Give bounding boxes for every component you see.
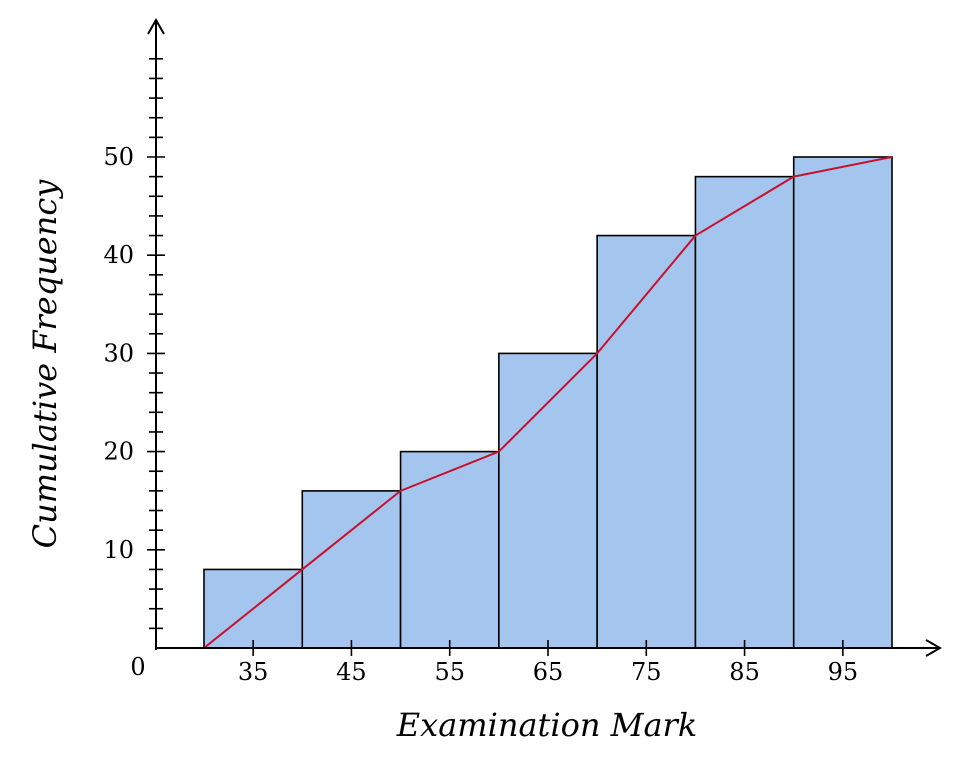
- x-axis-arrow-icon: [925, 639, 943, 657]
- y-tick-label: 30: [103, 339, 134, 367]
- x-tick-label: 45: [336, 658, 367, 686]
- x-tick-label: 65: [533, 658, 564, 686]
- bars-group: [203, 156, 893, 649]
- bar-95: [792, 156, 893, 649]
- y-tick-label: 40: [103, 241, 134, 269]
- y-axis-arrow-icon: [147, 17, 165, 35]
- bar-55: [399, 450, 500, 649]
- x-tick-label: 75: [631, 658, 662, 686]
- y-tick-label: 10: [103, 536, 134, 564]
- x-tick-label: 95: [828, 658, 859, 686]
- y-tick-label: 50: [103, 143, 134, 171]
- bar-85: [694, 175, 795, 649]
- cumulative-frequency-line: [203, 156, 893, 649]
- bar-75: [596, 234, 697, 649]
- cumulative-line-group: [203, 156, 893, 649]
- x-tick-label: 55: [434, 658, 465, 686]
- x-tick-label: 35: [238, 658, 269, 686]
- x-tick-label: 85: [729, 658, 760, 686]
- y-axis-title: Cumulative Frequency: [26, 179, 64, 549]
- axes-group: [147, 17, 943, 657]
- y-tick-label: 20: [103, 438, 134, 466]
- origin-label: 0: [130, 653, 145, 681]
- bar-45: [301, 490, 402, 649]
- bar-65: [498, 352, 598, 649]
- x-axis-title: Examination Mark: [396, 706, 697, 744]
- ticks-group: 10 20 30 40 50 35 45 55 65 75 85 95: [103, 57, 859, 686]
